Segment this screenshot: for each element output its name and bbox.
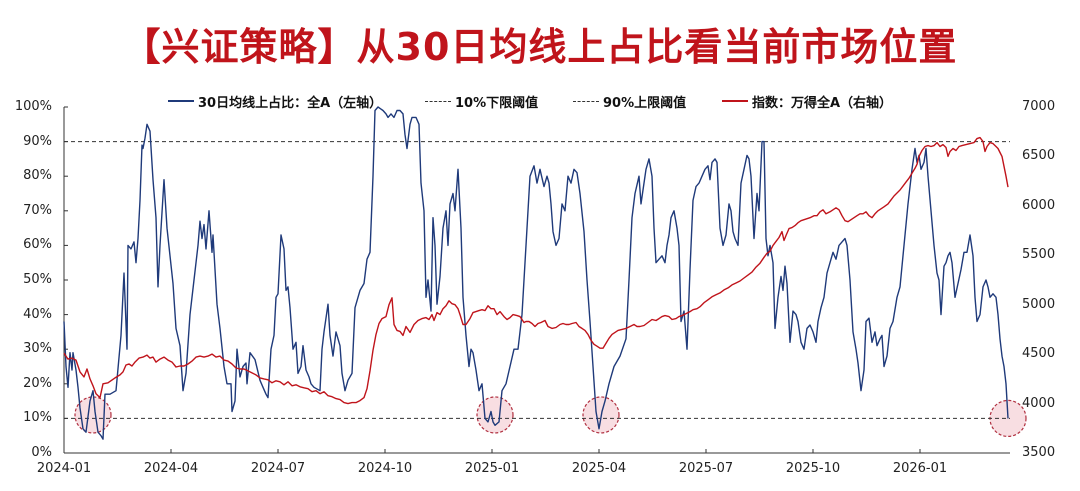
left-axis-tick-label: 50% xyxy=(23,272,52,287)
legend-label: 30日均线上占比：全A（左轴） xyxy=(198,95,383,111)
x-axis-tick-label: 2024-07 xyxy=(250,461,306,476)
index-series-line xyxy=(63,136,1009,405)
legend-item-upper-threshold: 90%上限阈值 xyxy=(573,91,686,111)
legend-dash-icon xyxy=(573,100,599,102)
x-axis-tick-label: 2024-10 xyxy=(357,461,413,476)
left-axis-tick-label: 20% xyxy=(23,375,52,391)
right-axis-tick-label: 3500 xyxy=(1022,445,1056,460)
highlight-circle xyxy=(476,396,514,434)
x-axis-tick-label: 2024-01 xyxy=(36,461,92,476)
legend-item-ratio: 30日均线上占比：全A（左轴） xyxy=(168,91,382,111)
legend-line-red-icon xyxy=(722,100,748,102)
right-axis-tick-label: 7000 xyxy=(1022,99,1056,114)
left-axis-tick-label: 60% xyxy=(23,237,52,253)
page-title: 【兴证策略】从30日均线上占比看当前市场位置 xyxy=(122,25,958,69)
x-axis-tick-label: 2024-04 xyxy=(143,461,199,476)
highlight-circle xyxy=(74,396,112,434)
x-axis-tick-label: 2025-04 xyxy=(571,461,627,476)
legend-dash-icon xyxy=(425,100,451,102)
legend-label: 90%上限阈值 xyxy=(603,95,687,111)
left-axis-tick-label: 80% xyxy=(23,168,52,184)
right-axis-tick-label: 5000 xyxy=(1022,296,1056,312)
left-axis-tick-label: 10% xyxy=(23,410,52,426)
x-axis-tick-label: 2025-07 xyxy=(678,461,734,476)
legend-line-blue-icon xyxy=(168,100,194,102)
right-axis-tick-label: 4500 xyxy=(1022,346,1056,362)
left-axis-tick-label: 30% xyxy=(23,341,52,357)
x-axis-tick-label: 2025-01 xyxy=(464,461,520,476)
right-axis-tick-label: 4000 xyxy=(1022,395,1056,411)
left-axis-tick-label: 40% xyxy=(23,306,52,322)
x-axis-tick-label: 2025-10 xyxy=(785,461,841,476)
legend-item-index: 指数：万得全A（右轴） xyxy=(722,91,892,111)
right-axis-tick-label: 5500 xyxy=(1022,247,1056,263)
legend-label: 指数：万得全A（右轴） xyxy=(752,95,893,111)
ratio-series-line xyxy=(63,106,1009,440)
left-axis-tick-label: 100% xyxy=(14,99,52,114)
legend-label: 10%下限阈值 xyxy=(455,95,539,111)
left-axis-tick-label: 70% xyxy=(23,202,52,218)
right-axis-tick-label: 6500 xyxy=(1022,148,1056,164)
legend-item-lower-threshold: 10%下限阈值 xyxy=(425,91,538,111)
x-axis-tick-label: 2026-01 xyxy=(892,461,948,476)
left-axis-tick-label: 90% xyxy=(23,133,52,149)
right-axis-tick-label: 6000 xyxy=(1022,197,1056,213)
left-axis-tick-label: 0% xyxy=(31,445,52,460)
